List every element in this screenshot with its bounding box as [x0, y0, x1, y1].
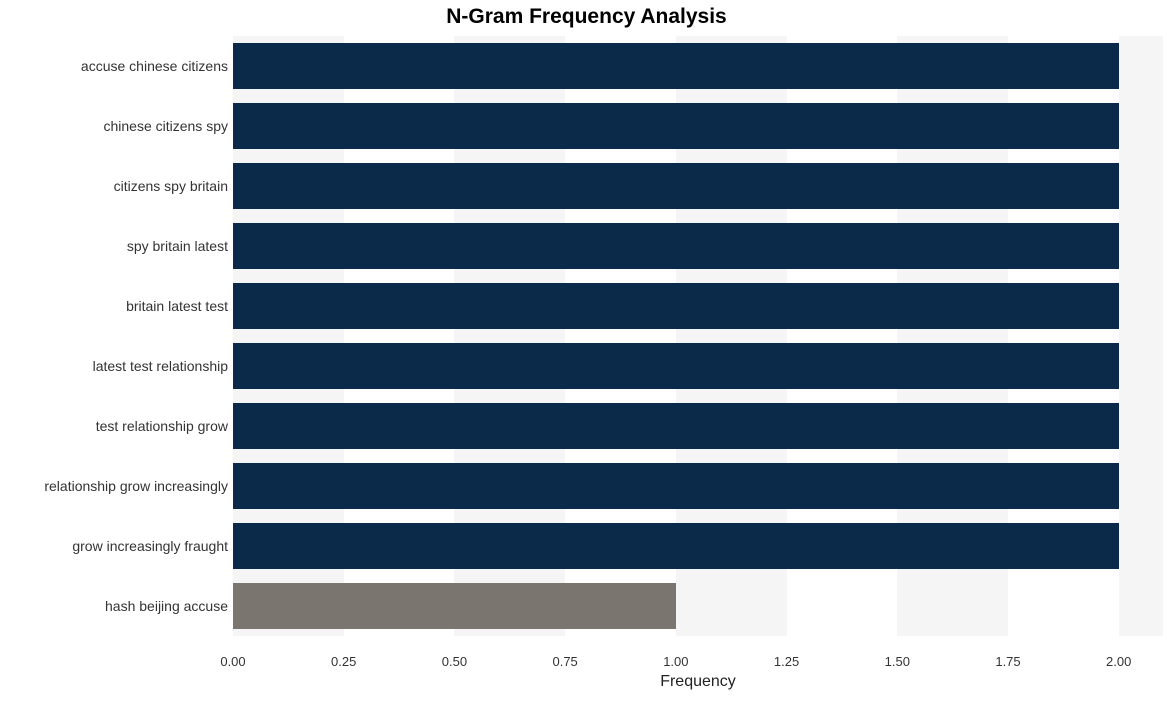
bar	[233, 43, 1119, 90]
y-tick-label: grow increasingly fraught	[72, 538, 228, 554]
bar	[233, 523, 1119, 570]
bar-row	[233, 223, 1163, 270]
bar-row	[233, 403, 1163, 450]
bar-row	[233, 343, 1163, 390]
x-tick-label: 1.75	[995, 654, 1020, 669]
bar-row	[233, 43, 1163, 90]
bar	[233, 583, 676, 630]
y-tick-label: hash beijing accuse	[105, 598, 228, 614]
x-tick-label: 1.00	[663, 654, 688, 669]
bar-row	[233, 103, 1163, 150]
y-tick-label: britain latest test	[126, 298, 228, 314]
x-tick-label: 2.00	[1106, 654, 1131, 669]
x-tick-label: 0.25	[331, 654, 356, 669]
ngram-chart: N-Gram Frequency Analysis Frequency accu…	[0, 0, 1173, 701]
bar-row	[233, 523, 1163, 570]
x-axis-label: Frequency	[233, 673, 1163, 691]
bar-row	[233, 463, 1163, 510]
chart-title: N-Gram Frequency Analysis	[0, 5, 1173, 29]
x-tick-label: 0.75	[552, 654, 577, 669]
bar	[233, 343, 1119, 390]
x-tick-label: 1.50	[885, 654, 910, 669]
x-tick-label: 0.50	[442, 654, 467, 669]
bar-row	[233, 163, 1163, 210]
plot-region	[233, 36, 1163, 636]
bar	[233, 223, 1119, 270]
y-tick-label: latest test relationship	[93, 358, 228, 374]
bar	[233, 463, 1119, 510]
bar	[233, 163, 1119, 210]
bar-row	[233, 283, 1163, 330]
y-tick-label: spy britain latest	[127, 238, 228, 254]
x-tick-label: 1.25	[774, 654, 799, 669]
bar-row	[233, 583, 1163, 630]
bar	[233, 403, 1119, 450]
x-tick-label: 0.00	[220, 654, 245, 669]
y-tick-label: accuse chinese citizens	[81, 58, 228, 74]
plot-inner	[233, 36, 1163, 636]
y-tick-label: test relationship grow	[96, 418, 228, 434]
bar	[233, 103, 1119, 150]
y-tick-label: relationship grow increasingly	[44, 478, 228, 494]
y-tick-label: chinese citizens spy	[103, 118, 228, 134]
y-tick-label: citizens spy britain	[114, 178, 228, 194]
bar	[233, 283, 1119, 330]
